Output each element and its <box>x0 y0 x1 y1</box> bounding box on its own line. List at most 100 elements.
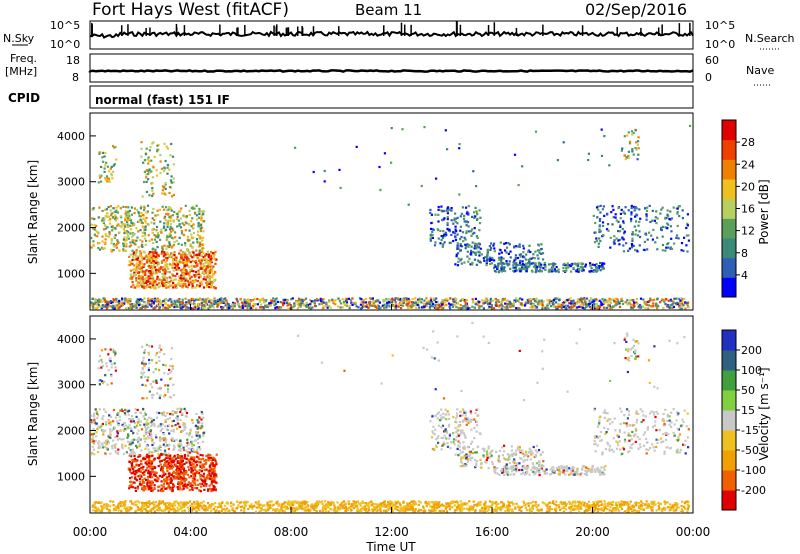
echo-cell <box>444 231 447 234</box>
echo-cell <box>161 189 164 192</box>
ground-scatter-cell <box>371 299 375 302</box>
ground-scatter-cell <box>575 302 578 305</box>
echo-cell <box>161 205 164 208</box>
echo-cell <box>440 235 443 238</box>
ground-scatter-cell <box>379 306 382 309</box>
echo-cell <box>601 221 605 224</box>
echo-cell <box>154 248 157 251</box>
echo-cell <box>196 262 199 266</box>
ground-scatter-cell <box>603 500 606 503</box>
echo-cell <box>459 242 462 246</box>
ground-scatter-cell <box>439 504 442 507</box>
echo-cell <box>524 266 527 269</box>
ground-scatter-cell <box>411 301 414 304</box>
ground-scatter-cell <box>195 298 198 301</box>
echo-cell <box>143 257 146 260</box>
echo-cell <box>196 280 199 283</box>
ground-scatter-cell <box>342 504 345 507</box>
ground-scatter-cell <box>167 304 170 307</box>
echo-cell <box>158 282 161 285</box>
echo-cell <box>155 240 158 243</box>
ground-scatter-cell <box>238 501 241 504</box>
ground-scatter-cell <box>591 503 594 507</box>
echo-cell <box>614 216 617 219</box>
echo-cell <box>526 267 529 270</box>
ground-scatter-cell <box>395 305 398 308</box>
echo-cell <box>147 234 150 237</box>
ground-scatter-cell <box>206 297 209 300</box>
ground-scatter-cell <box>382 509 385 512</box>
echo-cell <box>519 255 522 258</box>
echo-cell <box>165 286 168 289</box>
echo-cell <box>202 213 205 216</box>
echo-cell <box>635 141 638 144</box>
echo-cell <box>475 210 478 213</box>
ground-scatter-cell <box>275 502 278 505</box>
echo-cell <box>537 244 540 247</box>
echo-cell <box>125 243 128 246</box>
ground-scatter-cell <box>548 505 552 508</box>
echo-cell <box>442 236 445 239</box>
ground-scatter-cell <box>301 298 304 301</box>
ground-scatter-cell <box>475 301 478 304</box>
echo-cell <box>198 216 201 219</box>
ground-scatter-cell <box>580 306 583 309</box>
echo-cell <box>93 224 96 227</box>
echo-cell <box>101 219 104 222</box>
echo-cell <box>203 257 207 260</box>
ground-scatter-cell <box>95 301 98 304</box>
echo-cell <box>465 220 468 223</box>
ground-scatter-cell <box>268 304 271 307</box>
ground-scatter-cell <box>357 306 360 309</box>
echo-cell <box>630 206 633 210</box>
echo-cell <box>622 220 625 223</box>
echo-cell <box>97 246 100 250</box>
ground-scatter-cell <box>612 509 615 512</box>
ground-scatter-cell <box>337 297 340 300</box>
power-colorbar-label: Power [dB] <box>757 179 771 244</box>
ground-scatter-cell <box>626 508 629 511</box>
echo-cell <box>601 224 605 227</box>
echo-cell <box>505 242 508 245</box>
ground-scatter-cell <box>675 504 678 507</box>
echo-cell <box>210 285 213 288</box>
echo-cell <box>598 265 601 268</box>
echo-cell <box>177 282 180 285</box>
ground-scatter-cell <box>371 508 374 511</box>
ground-scatter-cell <box>535 505 538 509</box>
echo-cell <box>90 236 93 240</box>
echo-cell <box>601 263 604 267</box>
echo-cell <box>191 285 194 288</box>
ground-scatter-cell <box>451 305 454 308</box>
echo-cell <box>475 235 478 238</box>
ground-scatter-cell <box>201 507 204 510</box>
ground-scatter-cell <box>322 505 325 508</box>
ground-scatter-cell <box>597 500 600 503</box>
ground-scatter-cell <box>360 509 363 512</box>
ground-scatter-cell <box>408 299 411 302</box>
echo-cell <box>457 247 460 250</box>
echo-cell <box>163 282 166 285</box>
ground-scatter-cell <box>510 509 514 512</box>
echo-cell <box>136 282 139 285</box>
ground-scatter-cell <box>98 298 101 301</box>
ground-scatter-cell <box>511 303 514 306</box>
ground-scatter-cell <box>429 301 432 305</box>
echo-cell <box>513 259 516 262</box>
ground-scatter-cell <box>441 503 444 506</box>
ground-scatter-cell <box>417 510 420 513</box>
ground-scatter-cell <box>120 304 123 307</box>
ground-scatter-cell <box>421 505 425 508</box>
echo-cell <box>158 208 161 211</box>
echo-cell <box>670 237 673 240</box>
ground-scatter-cell <box>341 507 344 510</box>
echo-cell <box>156 174 159 177</box>
ground-scatter-cell <box>630 505 633 508</box>
ground-scatter-cell <box>515 502 518 505</box>
ground-scatter-cell <box>352 503 355 506</box>
colorbar-segment <box>722 238 736 259</box>
echo-cell <box>437 208 440 211</box>
ground-scatter-cell <box>392 304 395 307</box>
ground-scatter-cell <box>640 507 643 511</box>
echo-cell <box>528 265 531 268</box>
